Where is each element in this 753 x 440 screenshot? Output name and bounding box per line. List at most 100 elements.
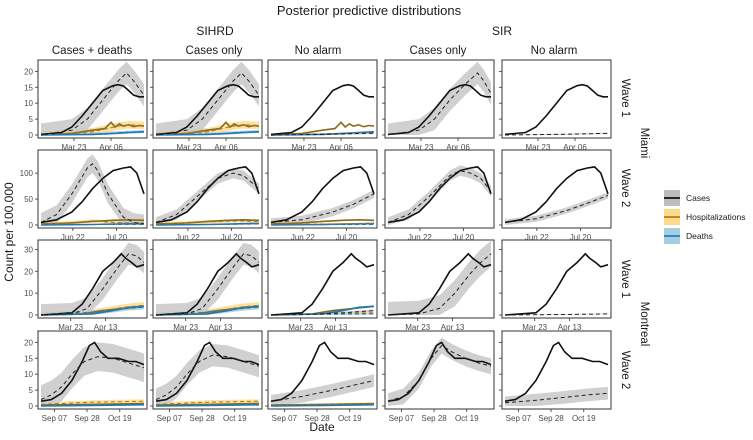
x-tick-label: Oct 19 [572,414,596,423]
x-axis-label: Date [309,420,335,434]
observed-hospitalizations-line [155,121,260,136]
cases-band [156,242,259,315]
x-tick-label: Mar 23 [526,143,551,152]
x-tick-label: Mar 23 [405,323,430,332]
panel-frame [501,59,612,139]
model-header-sihrd: SIHRD [196,24,234,38]
predicted-cases-line [270,380,375,402]
x-tick-label: Mar 23 [173,323,198,332]
panel-r4-c1: 20 15 10 5 0 Sep 07 Sep 28 Oct 19 [24,330,148,423]
predicted-deaths-line [40,224,144,226]
y-tick-label: 10 [24,99,33,108]
observed-cases-line [504,252,609,316]
x-tick-label: Sep 28 [304,414,330,423]
cases-band [41,61,144,135]
panel-r1-c1: 20 15 10 5 0 Mar 23 Apr 06 [24,59,148,152]
observed-hospitalizations-line [40,402,145,406]
observed-cases-line [270,341,375,402]
observed-cases-line [504,83,608,136]
x-tick-label: Sep 28 [421,414,447,423]
panel-r2-c4: Jun 22 Jul 20 [382,149,495,242]
observed-hospitalizations-line [155,402,260,406]
predicted-cases-line [387,170,492,223]
x-tick-label: Jul 20 [453,233,475,242]
predicted-cases-line [504,132,609,136]
predicted-cases-line [155,172,260,223]
predicted-hospitalizations-line [155,400,260,405]
cases-band [156,168,259,225]
panel-r3-c4: Mar 23 Apr 13 [382,239,495,332]
predicted-cases-line [40,72,145,136]
observed-cases-line [270,166,375,224]
observed-cases-line [387,83,491,136]
predicted-deaths-line [155,404,260,407]
y-axis-label: Count per 100,000 [2,182,16,282]
predicted-deaths-line [270,404,375,407]
predicted-cases-line [387,72,492,136]
predicted-cases-line [270,310,375,316]
panel-r4-c2: Sep 07 Sep 28 Oct 19 [150,330,263,423]
y-tick-label: 10 [24,370,33,379]
x-tick-label: Jun 22 [176,233,201,242]
predicted-hospitalizations-line [270,403,375,406]
predicted-deaths-line [40,306,145,316]
x-tick-label: Oct 19 [223,414,247,423]
legend: Cases Hospitalizations Deaths [664,190,746,244]
predicted-cases-line [387,253,492,316]
x-tick-label: Apr 13 [558,323,582,332]
column-header-cases-deaths: Cases + deaths [52,45,132,57]
x-tick-label: Jun 22 [291,233,316,242]
legend-item-deaths: Deaths [664,228,713,244]
y-tick-label: 10 [24,289,33,298]
panel-r2-c3: Jun 22 Jul 20 [265,149,378,242]
x-tick-label: Jul 20 [221,233,243,242]
x-tick-label: Jun 22 [61,233,86,242]
panel-r2-c5: Jun 22 Jul 20 [499,149,612,242]
y-tick-label: 0 [29,402,34,411]
x-tick-label: Mar 23 [292,143,317,152]
x-tick-label: Jul 20 [336,233,358,242]
predicted-cases-line [40,253,145,316]
cases-band [388,61,491,135]
predicted-hospitalizations-line [155,124,260,136]
column-header-cases-only: Cases only [186,45,243,57]
observed-cases-line [40,341,145,402]
panel-r4-c4: Sep 07 Sep 28 Oct 19 [382,330,495,423]
cases-band [388,337,491,406]
predicted-cases-line [270,193,375,223]
predicted-cases-line [155,72,260,136]
x-tick-label: Mar 23 [409,143,434,152]
cases-band [41,154,144,225]
y-tick-label: 0 [29,311,34,320]
predicted-cases-line [155,354,260,401]
x-tick-label: Jul 20 [106,233,128,242]
observed-hospitalizations-line [40,121,145,136]
x-tick-label: Jun 22 [525,233,550,242]
panel-r4-c5: Sep 07 Sep 28 Oct 19 [499,330,612,423]
y-tick-label: 0 [29,221,34,230]
cases-band [271,189,374,225]
predicted-hospitalizations-line [270,222,375,225]
predicted-cases-line [40,356,145,401]
x-tick-label: Apr 06 [214,143,238,152]
observed-cases-line [270,252,375,316]
x-tick-label: Sep 07 [506,414,532,423]
cases-band [156,344,259,406]
legend-item-cases: Cases [664,190,710,206]
column-header-sir-no-alarm: No alarm [531,45,578,57]
x-tick-label: Apr 06 [563,143,587,152]
y-tick-label: 20 [24,267,33,276]
x-tick-label: Jun 22 [408,233,433,242]
wave-label-1: Wave 1 [619,79,631,118]
predicted-deaths-line [155,306,260,316]
panel-frame [267,239,378,319]
y-tick-label: 20 [24,67,33,76]
predicted-hospitalizations-line [40,304,145,316]
predicted-deaths-line [155,223,260,226]
x-tick-label: Mar 23 [58,323,83,332]
cases-band [388,240,491,315]
predicted-cases-line [40,163,145,225]
wave-label-3: Wave 1 [619,260,631,299]
y-tick-label: 5 [29,115,34,124]
